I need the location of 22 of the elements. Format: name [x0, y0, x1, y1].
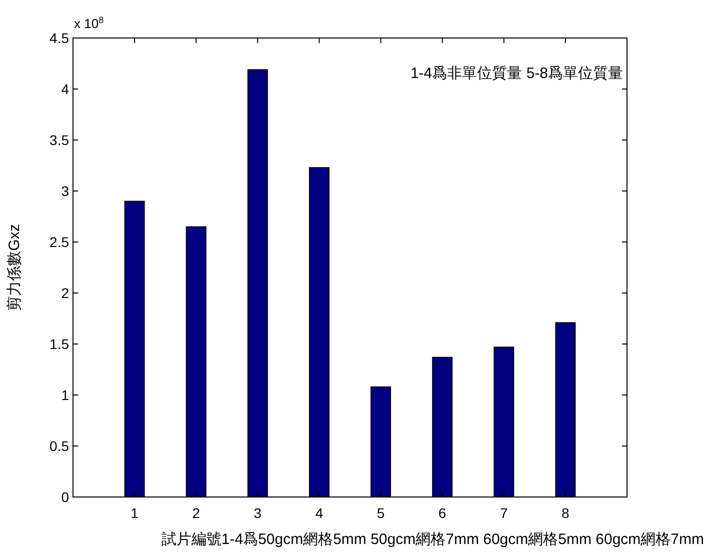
x-axis-title: 試片編號1-4爲50gcm網格5mm 50gcm網格7mm 60gcm網格5mm 60gcm網格7mm	[161, 531, 704, 548]
x-tick-label: 8	[562, 505, 570, 521]
y-axis-title: 剪力係數Gxz	[6, 224, 23, 311]
x-tick-label: 4	[315, 505, 324, 521]
y-tick-label: 0.5	[50, 438, 70, 454]
y-tick-label: 3.5	[50, 132, 70, 148]
x-tick-label: 3	[254, 505, 262, 521]
annotation: 1-4爲非單位質量 5-8爲單位質量	[410, 65, 623, 82]
text: x 10$^{8}$	[74, 15, 104, 31]
x-tick-label: 2	[192, 505, 200, 521]
y-tick-label: 2.5	[50, 234, 70, 250]
x-tick-label: 1	[130, 505, 139, 521]
x-tick-label: 7	[500, 505, 508, 521]
y-tick-label: 1.5	[50, 336, 70, 352]
x-tick-label: 5	[376, 505, 385, 521]
y-tick-label: 3	[61, 183, 70, 199]
y-tick-label: 0	[61, 489, 70, 505]
x-tick-label: 6	[438, 505, 446, 521]
y-tick-label: 1	[61, 387, 70, 403]
y-tick-label: 4.5	[50, 30, 70, 46]
y-tick-label: 4	[61, 81, 70, 97]
y-tick-label: 2	[61, 285, 70, 301]
